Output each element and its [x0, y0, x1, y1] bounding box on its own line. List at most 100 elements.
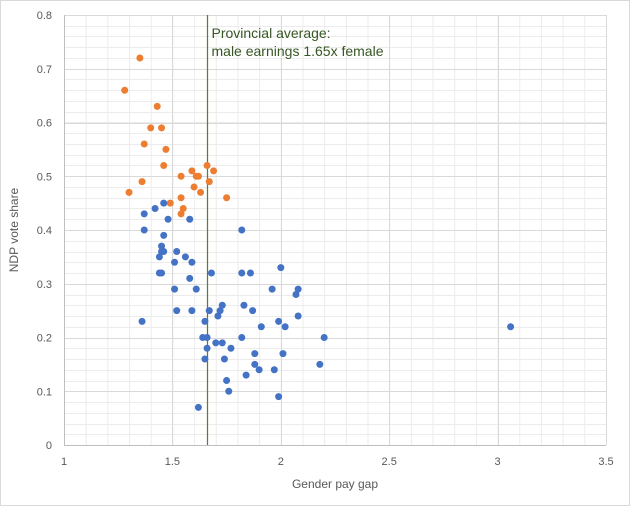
data-point	[155, 253, 163, 261]
data-point	[257, 323, 265, 331]
x-tick-label: 3	[495, 456, 501, 468]
data-point	[160, 162, 168, 169]
data-point	[216, 307, 224, 315]
data-point	[140, 210, 148, 218]
data-point	[147, 124, 155, 132]
data-point	[238, 269, 246, 277]
x-tick-label: 3.5	[598, 456, 613, 468]
data-point	[171, 285, 179, 293]
data-point	[158, 124, 166, 132]
data-point	[194, 172, 202, 180]
data-point	[203, 334, 211, 341]
data-point	[218, 301, 226, 309]
data-point	[251, 360, 259, 368]
data-point	[197, 188, 205, 196]
data-point	[153, 102, 161, 110]
y-tick-label: 0.2	[37, 333, 52, 345]
data-point	[160, 231, 168, 239]
y-tick-label: 0.7	[37, 64, 52, 76]
data-point	[186, 274, 194, 282]
y-tick-label: 0.4	[37, 225, 52, 237]
data-point	[151, 205, 159, 212]
data-point	[188, 167, 196, 175]
data-point	[207, 269, 215, 277]
data-point	[270, 366, 278, 374]
data-point	[320, 334, 328, 341]
data-point	[171, 258, 179, 266]
data-point	[158, 242, 166, 250]
y-tick-label: 0	[46, 440, 52, 452]
axes	[64, 15, 606, 446]
data-points	[121, 54, 515, 411]
data-point	[160, 248, 168, 255]
data-point	[125, 188, 133, 196]
y-tick-label: 0.3	[37, 279, 52, 291]
data-point	[160, 199, 168, 207]
data-point	[186, 215, 194, 223]
data-point	[121, 86, 129, 94]
data-point	[194, 403, 202, 411]
data-point	[242, 371, 250, 379]
data-point	[223, 377, 231, 384]
data-point	[268, 285, 276, 293]
annotation-line-2: male earnings 1.65x female	[212, 43, 384, 59]
data-point	[255, 366, 263, 374]
data-point	[188, 258, 196, 266]
data-point	[166, 199, 174, 207]
data-point	[173, 248, 181, 255]
data-point	[138, 317, 146, 325]
data-point	[251, 350, 259, 358]
y-tick-label: 0.8	[37, 10, 52, 22]
data-point	[203, 344, 211, 352]
y-tick-label: 0.1	[37, 386, 52, 398]
data-point	[201, 317, 209, 325]
y-tick-label: 0.5	[37, 171, 52, 183]
data-point	[177, 194, 185, 202]
data-point	[190, 183, 198, 191]
data-point	[203, 162, 211, 169]
data-point	[238, 334, 246, 341]
data-point	[205, 307, 213, 315]
data-point	[249, 307, 257, 315]
data-point	[238, 226, 246, 234]
data-point	[210, 167, 218, 175]
x-tick-label: 2.5	[382, 456, 397, 468]
y-axis-title: NDP vote share	[7, 187, 21, 272]
annotation-line-1: Provincial average:	[212, 25, 331, 41]
data-point	[136, 54, 144, 62]
data-point	[281, 323, 289, 331]
data-point	[240, 301, 248, 309]
data-point	[140, 226, 148, 234]
data-point	[292, 291, 300, 298]
data-point	[275, 317, 283, 325]
tick-labels: 1 1.5 2 2.5 3 3.5 0 0.1 0.2 0.3 0.4 0.5 0.6 0.7 0.8	[37, 10, 614, 468]
x-tick-label: 1	[61, 456, 67, 468]
data-point	[275, 393, 283, 401]
data-point	[294, 285, 302, 293]
data-point	[218, 339, 226, 347]
data-point	[220, 355, 228, 363]
data-point	[205, 178, 213, 186]
data-point	[188, 307, 196, 315]
data-point	[279, 350, 287, 358]
data-point	[158, 269, 166, 277]
data-point	[192, 285, 200, 293]
data-point	[140, 140, 148, 148]
data-point	[246, 269, 254, 277]
data-point	[162, 145, 170, 153]
x-axis-title: Gender pay gap	[292, 477, 378, 491]
data-point	[223, 194, 231, 202]
data-point	[227, 344, 235, 352]
data-point	[173, 307, 181, 315]
x-tick-label: 1.5	[165, 456, 180, 468]
data-point	[316, 360, 324, 368]
data-point	[294, 312, 302, 320]
data-point	[177, 210, 185, 218]
data-point	[277, 264, 285, 272]
data-point	[225, 387, 233, 395]
data-point	[507, 323, 515, 331]
y-tick-label: 0.6	[37, 118, 52, 130]
data-point	[138, 178, 146, 186]
data-point	[164, 215, 172, 223]
